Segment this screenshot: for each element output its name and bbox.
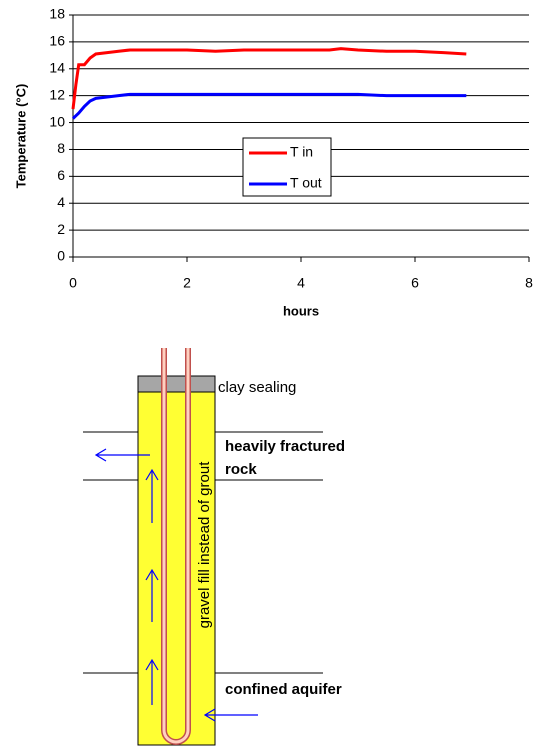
legend-box	[242, 137, 332, 197]
fractured-label: heavily fractured	[225, 438, 345, 455]
y-tick-label: 14	[49, 59, 65, 75]
arrow	[203, 708, 258, 722]
borehole-diagram: clay sealing heavily fractured rock grav…	[83, 348, 345, 746]
y-tick-label: 4	[57, 194, 65, 210]
fractured-label: rock	[225, 461, 257, 478]
y-tick-label: 8	[57, 140, 65, 156]
y-tick-label: 10	[49, 113, 65, 129]
y-tick-label: 0	[57, 248, 65, 264]
x-tick-label: 2	[183, 275, 191, 291]
arrow	[145, 568, 159, 622]
fill-label: gravel fill instead of grout	[196, 461, 213, 629]
y-tick-label: 2	[57, 221, 65, 237]
clay-label: clay sealing	[218, 379, 296, 396]
arrow	[145, 468, 159, 523]
y-tick-label: 18	[49, 6, 65, 22]
y-tick-label: 16	[49, 33, 65, 49]
clay-seal	[137, 375, 216, 393]
x-tick-label: 4	[297, 275, 305, 291]
borehole	[137, 375, 216, 746]
arrow	[145, 658, 159, 705]
arrows	[94, 448, 258, 722]
y-axis-label: Temperature (°C)	[13, 84, 28, 189]
x-tick-label: 6	[411, 275, 419, 291]
aquifer-label: confined aquifer	[225, 681, 342, 698]
legend-label: T out	[290, 175, 322, 191]
y-tick-label: 6	[57, 167, 65, 183]
series-line	[71, 47, 467, 110]
series-line	[71, 92, 467, 120]
x-tick-label: 0	[69, 275, 77, 291]
y-tick-label: 12	[49, 86, 65, 102]
x-tick-label: 8	[525, 275, 533, 291]
arrow	[94, 448, 150, 462]
legend-label: T in	[290, 144, 313, 160]
x-axis-label: hours	[283, 303, 319, 318]
u-pipe-inner	[162, 348, 190, 744]
